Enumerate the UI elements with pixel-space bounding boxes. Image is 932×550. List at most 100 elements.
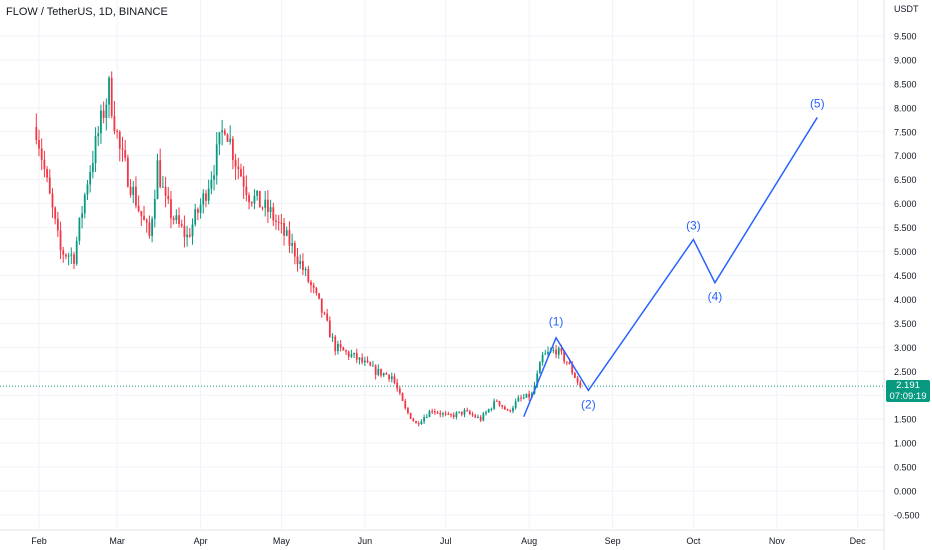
candle-body (70, 254, 73, 256)
candle-body (237, 166, 240, 170)
candle-body (477, 416, 479, 418)
elliott-wave-path (523, 117, 818, 418)
candle-body (97, 133, 100, 137)
candle-body (264, 199, 267, 208)
candle-body (377, 368, 380, 375)
candle-body (170, 199, 172, 219)
candle-body (412, 418, 415, 422)
candle-body (315, 287, 318, 294)
y-tick-label: -0.500 (894, 510, 920, 520)
candle-body (579, 382, 582, 387)
candle-body (417, 423, 420, 425)
candle-body (256, 190, 259, 196)
candle-body (525, 393, 528, 398)
candle-body (110, 77, 113, 117)
x-tick-label: Dec (850, 536, 867, 546)
candle-body (223, 130, 226, 135)
candle-body (501, 405, 504, 407)
candle-body (280, 222, 283, 224)
y-tick-label: 7.000 (894, 151, 917, 161)
candle-body (574, 373, 576, 378)
candle-body (245, 186, 248, 195)
candle-body (43, 159, 46, 170)
candle-body (423, 417, 425, 422)
candle-body (242, 176, 245, 187)
candle-body (339, 344, 342, 348)
candle-body (388, 374, 390, 380)
x-tick-label: Apr (194, 536, 208, 546)
candle-body (65, 254, 67, 257)
y-tick-label: 5.500 (894, 223, 917, 233)
candle-body (248, 194, 250, 203)
y-tick-label: 3.500 (894, 319, 917, 329)
candle-body (172, 218, 175, 220)
candle-body (83, 194, 86, 214)
candle-body (560, 347, 563, 352)
candle-body (536, 373, 539, 386)
candle-body (226, 134, 229, 142)
candle-body (102, 110, 105, 118)
candle-body (310, 281, 312, 286)
candle-body (40, 148, 43, 160)
candle-body (137, 205, 140, 211)
candle-body (234, 159, 237, 167)
candle-body (350, 354, 353, 357)
candle-body (199, 204, 202, 213)
candle-body (258, 190, 261, 208)
candle-body (318, 293, 320, 299)
candle-body (164, 186, 167, 196)
candle-body (100, 110, 102, 134)
candle-body (175, 215, 178, 220)
candle-body (126, 157, 129, 187)
candle-body (285, 230, 288, 236)
candle-body (135, 186, 137, 206)
candle-body (498, 401, 501, 406)
candle-body (361, 357, 364, 363)
candle-body (56, 218, 59, 231)
candle-body (439, 413, 442, 415)
candle-body (48, 177, 51, 194)
candle-body (398, 388, 401, 394)
candle-body (447, 413, 450, 415)
candle-body (186, 234, 189, 238)
candle-body (148, 222, 151, 236)
candle-body (240, 169, 242, 177)
candle-body (538, 362, 541, 374)
candle-body (113, 116, 116, 132)
candle-body (156, 160, 159, 199)
y-tick-label: 0.500 (894, 463, 917, 473)
candle-body (94, 136, 97, 164)
candle-body (455, 412, 458, 418)
candle-body (555, 349, 557, 355)
candle-body (576, 377, 579, 383)
candle-body (143, 215, 145, 221)
candle-body (229, 138, 232, 142)
candle-body (428, 411, 431, 418)
candle-body (328, 320, 331, 338)
x-tick-label: Feb (31, 536, 47, 546)
candle-body (205, 193, 207, 201)
candle-body (474, 415, 477, 418)
candle-body (404, 400, 407, 409)
candle-body (452, 414, 455, 418)
last-price-value: 2.191 (896, 380, 920, 391)
candle-body (493, 400, 496, 409)
candle-body (312, 285, 315, 288)
candle-body (145, 220, 148, 223)
candle-body (342, 347, 345, 351)
candle-body (75, 240, 78, 264)
y-tick-label: 3.000 (894, 343, 917, 353)
wave-label: (5) (810, 96, 825, 110)
candle-body (121, 148, 124, 150)
candle-body (347, 351, 350, 357)
candle-body (213, 175, 215, 180)
candle-body (210, 179, 213, 189)
candle-body (471, 414, 474, 416)
candle-body (490, 408, 493, 410)
candle-body (207, 188, 210, 201)
candle-body (337, 344, 339, 352)
candle-body (506, 409, 509, 411)
y-tick-label: 9.500 (894, 32, 917, 42)
candle-body (468, 411, 471, 415)
